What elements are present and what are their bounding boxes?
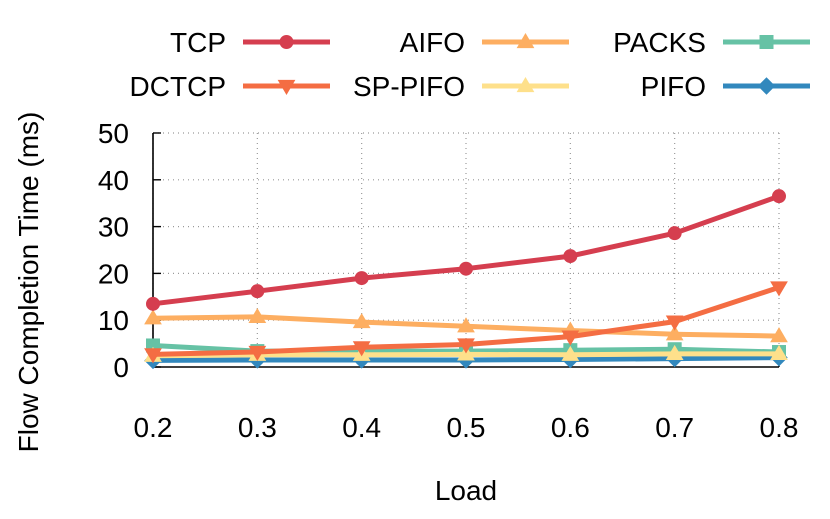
data-point-aifo: [248, 307, 267, 324]
legend-label: TCP: [170, 27, 226, 58]
x-tick-label: 0.4: [342, 412, 381, 443]
y-tick-label: 50: [98, 118, 129, 149]
legend-marker: [279, 35, 294, 49]
data-point-aifo: [665, 325, 684, 341]
legend-label: PACKS: [613, 27, 706, 58]
data-point-tcp: [354, 271, 369, 286]
legend-item-dctcp: DCTCP: [130, 71, 330, 102]
data-point-sp-pifo: [665, 344, 684, 360]
data-point-tcp: [772, 189, 786, 204]
data-point-tcp: [459, 261, 473, 276]
data-point-dctcp: [561, 330, 580, 346]
legend-item-tcp: TCP: [170, 27, 330, 58]
series-tcp: [146, 189, 786, 311]
data-point-tcp: [250, 284, 265, 299]
x-tick-label: 0.7: [655, 412, 694, 443]
data-point-aifo: [770, 327, 788, 343]
data-point-dctcp: [457, 338, 475, 354]
series-dctcp: [144, 281, 788, 364]
legend-label: SP-PIFO: [353, 71, 465, 102]
legend-item-aifo: AIFO: [400, 27, 569, 58]
x-tick-label: 0.2: [134, 412, 173, 443]
series: [144, 189, 788, 370]
legend-item-pifo: PIFO: [641, 71, 810, 102]
legend-label: AIFO: [400, 27, 465, 58]
data-point-dctcp: [770, 281, 788, 297]
data-point-tcp: [667, 226, 682, 241]
legend-item-sp-pifo: SP-PIFO: [353, 71, 569, 102]
x-tick-label: 0.8: [760, 412, 799, 443]
series-aifo: [144, 307, 788, 343]
x-tick-label: 0.3: [238, 412, 277, 443]
legend-marker: [516, 77, 535, 93]
data-point-dctcp: [352, 341, 371, 357]
series-line-tcp: [152, 193, 780, 307]
legend: TCP DCTCP AIFO SP-PIFO PACKS PIFO: [130, 27, 810, 102]
x-tick-label: 0.6: [551, 412, 590, 443]
y-tick-label: 30: [98, 212, 129, 243]
legend-label: PIFO: [641, 71, 706, 102]
data-point-dctcp: [144, 348, 162, 364]
y-axis-label: Flow Completion Time (ms): [13, 112, 44, 453]
y-tick-label: 40: [98, 165, 129, 196]
legend-marker: [516, 33, 535, 49]
axes: 0 10 20 30 40 50 0.2 0.3 0.4 0.5 0.6 0.7 0.8: [98, 118, 799, 443]
data-point-sp-pifo: [770, 344, 788, 360]
data-point-dctcp: [665, 315, 684, 331]
legend-marker: [757, 77, 776, 95]
data-point-tcp: [146, 296, 160, 311]
data-point-tcp: [563, 249, 578, 264]
y-tick-label: 0: [113, 352, 129, 383]
data-point-aifo: [457, 317, 475, 333]
legend-marker: [277, 79, 296, 95]
legend-marker: [759, 35, 774, 49]
y-tick-label: 20: [98, 258, 129, 289]
data-point-sp-pifo: [561, 345, 580, 361]
data-point-dctcp: [248, 345, 267, 362]
x-tick-label: 0.5: [447, 412, 486, 443]
data-point-aifo: [352, 313, 371, 329]
legend-item-packs: PACKS: [613, 27, 810, 58]
x-axis-label: Load: [435, 475, 497, 506]
legend-label: DCTCP: [130, 71, 226, 102]
y-tick-label: 10: [98, 305, 129, 336]
data-point-aifo: [144, 309, 162, 325]
